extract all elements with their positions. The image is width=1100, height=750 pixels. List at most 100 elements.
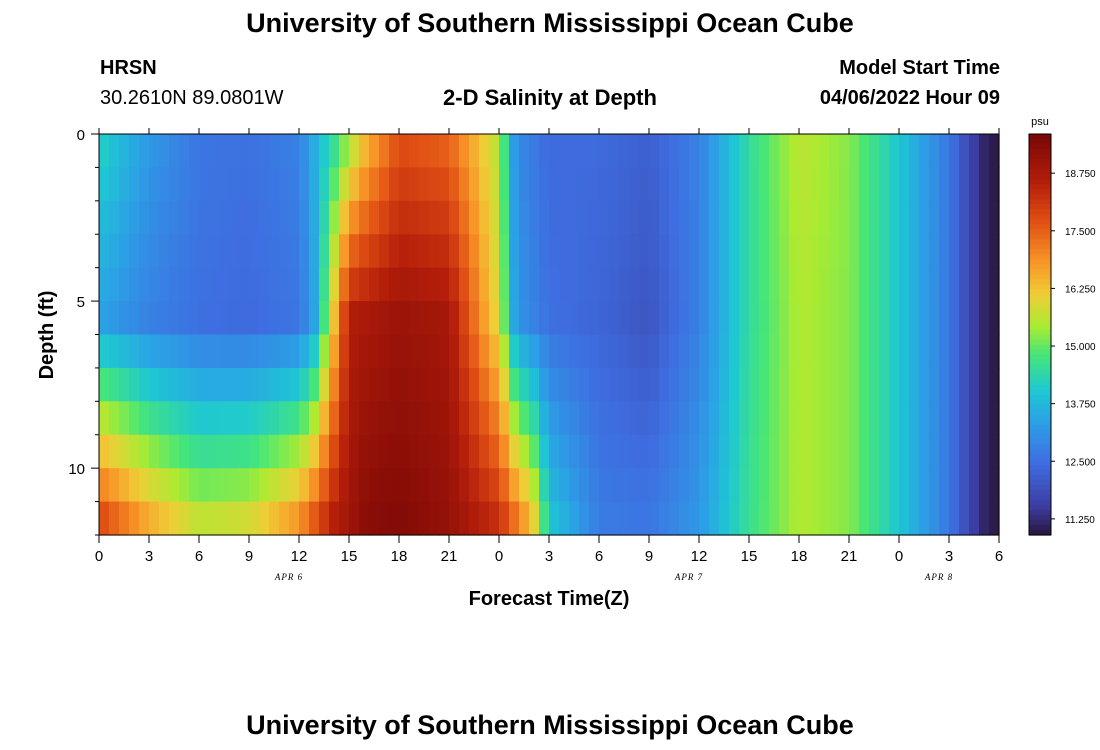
heatmap-cell [779, 301, 790, 336]
heatmap-cell [839, 334, 850, 369]
heatmap-cell [839, 367, 850, 402]
heatmap-cell [629, 200, 640, 235]
heatmap-cell [429, 468, 440, 503]
heatmap-cell [679, 267, 690, 302]
heatmap-cell [489, 267, 500, 302]
heatmap-cell [529, 200, 540, 235]
heatmap-cell [579, 367, 590, 402]
heatmap-cell [959, 501, 970, 536]
heatmap-cell [709, 468, 720, 503]
heatmap-cell [379, 167, 390, 202]
heatmap-cell [189, 401, 200, 436]
heatmap-cell [449, 334, 460, 369]
heatmap-cell [109, 267, 120, 302]
heatmap-cell [559, 468, 570, 503]
heatmap-cell [459, 468, 470, 503]
date-label: APR 7 [674, 572, 703, 582]
heatmap-cell [359, 267, 370, 302]
heatmap-cell [839, 434, 850, 469]
heatmap-cell [429, 367, 440, 402]
heatmap-cell [699, 134, 710, 169]
heatmap-cell [449, 267, 460, 302]
heatmap-cell [369, 434, 380, 469]
heatmap-cell [449, 301, 460, 336]
heatmap-cell [619, 200, 630, 235]
heatmap-cell [689, 468, 700, 503]
heatmap-cell [369, 267, 380, 302]
heatmap-cell [159, 167, 170, 202]
heatmap-cell [739, 234, 750, 269]
heatmap-cell [869, 234, 880, 269]
heatmap-cell [479, 167, 490, 202]
heatmap-cell [909, 434, 920, 469]
heatmap-cell [749, 234, 760, 269]
heatmap-cell [199, 501, 210, 536]
heatmap-cell [519, 134, 530, 169]
heatmap-cell [329, 134, 340, 169]
heatmap-cell [249, 301, 260, 336]
colorbar-tick-label: 18.750 [1065, 169, 1096, 180]
heatmap-cell [659, 267, 670, 302]
heatmap-cell [209, 334, 220, 369]
x-tick-label: 9 [245, 548, 253, 565]
heatmap-cell [309, 134, 320, 169]
heatmap-cell [289, 501, 300, 536]
heatmap-cell [819, 501, 830, 536]
heatmap-cell [329, 434, 340, 469]
heatmap-cell [549, 234, 560, 269]
heatmap-cell [119, 301, 130, 336]
heatmap-cell [539, 267, 550, 302]
heatmap-cell [579, 167, 590, 202]
heatmap-cell [339, 468, 350, 503]
heatmap-cell [659, 234, 670, 269]
colorbar-segment [1029, 194, 1051, 200]
x-tick-label: 6 [995, 548, 1003, 565]
heatmap-cell [479, 267, 490, 302]
heatmap-cell [489, 501, 500, 536]
heatmap-cell [239, 367, 250, 402]
heatmap-cell [409, 401, 420, 436]
colorbar-segment [1029, 369, 1051, 376]
heatmap-cell [589, 134, 600, 169]
colorbar-segment [1029, 429, 1051, 436]
heatmap-cell [709, 501, 720, 536]
heatmap-cell [639, 167, 650, 202]
heatmap-cell [259, 267, 270, 302]
heatmap-cell [389, 200, 400, 235]
heatmap-cell [859, 234, 870, 269]
heatmap-cell [419, 401, 430, 436]
heatmap-cell [749, 167, 760, 202]
heatmap-cell [519, 234, 530, 269]
heatmap-cell [509, 134, 520, 169]
heatmap-cell [569, 167, 580, 202]
heatmap-cell [919, 434, 930, 469]
heatmap-cell [159, 468, 170, 503]
heatmap-cell [409, 301, 420, 336]
heatmap-cell [559, 167, 570, 202]
heatmap-cell [149, 468, 160, 503]
heatmap-cell [609, 134, 620, 169]
heatmap-cell [929, 301, 940, 336]
footer-title: University of Southern Mississippi Ocean… [246, 710, 854, 740]
heatmap-cell [859, 267, 870, 302]
x-tick-label: 15 [741, 548, 758, 565]
heatmap-cell [369, 301, 380, 336]
heatmap-cell [239, 267, 250, 302]
heatmap-cell [619, 401, 630, 436]
heatmap-cell [939, 200, 950, 235]
heatmap-cell [829, 301, 840, 336]
heatmap-cell [309, 434, 320, 469]
heatmap-cells [99, 134, 1000, 536]
colorbar-segment [1029, 324, 1051, 331]
heatmap-cell [109, 334, 120, 369]
heatmap-cell [459, 301, 470, 336]
heatmap-cell [109, 434, 120, 469]
heatmap-cell [589, 234, 600, 269]
heatmap-cell [509, 367, 520, 402]
heatmap-cell [379, 334, 390, 369]
heatmap-cell [579, 200, 590, 235]
heatmap-cell [309, 301, 320, 336]
heatmap-cell [249, 401, 260, 436]
heatmap-cell [789, 434, 800, 469]
colorbar-segment [1029, 524, 1051, 531]
